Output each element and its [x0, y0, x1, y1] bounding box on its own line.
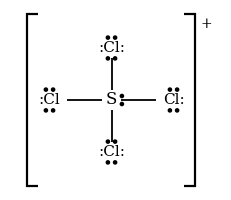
Circle shape [106, 36, 109, 39]
Circle shape [113, 161, 117, 164]
Circle shape [120, 94, 124, 98]
Circle shape [168, 88, 171, 91]
Circle shape [106, 161, 109, 164]
Circle shape [113, 57, 117, 60]
Circle shape [106, 140, 109, 143]
Circle shape [176, 88, 179, 91]
Circle shape [106, 57, 109, 60]
Circle shape [44, 109, 48, 112]
Text: :Cl:: :Cl: [98, 41, 125, 55]
Text: :Cl: :Cl [39, 93, 60, 107]
Circle shape [113, 36, 117, 39]
Text: :Cl:: :Cl: [98, 145, 125, 159]
Circle shape [52, 88, 55, 91]
Circle shape [120, 102, 124, 106]
Text: +: + [201, 17, 212, 31]
Circle shape [176, 109, 179, 112]
Text: Cl:: Cl: [163, 93, 184, 107]
Circle shape [52, 109, 55, 112]
Circle shape [168, 109, 171, 112]
Circle shape [44, 88, 48, 91]
Circle shape [113, 140, 117, 143]
Text: S: S [106, 92, 117, 108]
